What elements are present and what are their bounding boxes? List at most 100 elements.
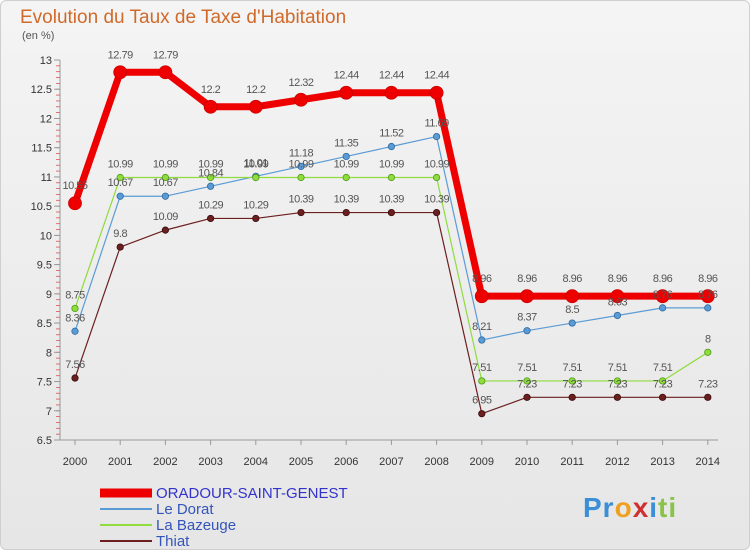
data-label: 8.5 bbox=[565, 304, 579, 316]
data-point bbox=[207, 214, 215, 223]
x-tick-label: 2013 bbox=[650, 456, 674, 468]
legend-label: La Bazeuge bbox=[156, 517, 236, 534]
data-point bbox=[203, 99, 218, 114]
data-point bbox=[658, 304, 667, 312]
data-label: 11.69 bbox=[424, 118, 449, 130]
data-point bbox=[297, 208, 305, 217]
logo-part: x bbox=[633, 492, 650, 523]
data-label: 8.96 bbox=[608, 273, 628, 285]
data-label: 8.76 bbox=[653, 289, 673, 301]
data-point bbox=[432, 208, 441, 217]
data-point bbox=[429, 85, 444, 100]
data-label: 7.51 bbox=[653, 362, 673, 374]
data-label: 10.39 bbox=[288, 194, 313, 206]
data-point bbox=[700, 289, 715, 304]
data-point bbox=[478, 377, 486, 385]
y-tick-label: 13 bbox=[40, 55, 52, 67]
data-label: 10.39 bbox=[334, 194, 359, 206]
data-label: 8.21 bbox=[472, 321, 492, 333]
data-point bbox=[71, 304, 79, 313]
data-point bbox=[387, 173, 395, 182]
data-point bbox=[161, 226, 169, 234]
data-point bbox=[116, 173, 124, 182]
data-label: 10.99 bbox=[198, 159, 223, 171]
data-point bbox=[704, 393, 712, 401]
series-layer bbox=[68, 65, 715, 418]
data-point bbox=[432, 132, 441, 141]
data-point bbox=[523, 327, 531, 335]
data-point bbox=[252, 173, 260, 182]
y-tick-label: 9.5 bbox=[37, 260, 52, 272]
logo-part: ti bbox=[658, 492, 677, 523]
y-tick-label: 9 bbox=[46, 289, 52, 301]
data-point bbox=[158, 65, 173, 80]
y-tick-label: 6.5 bbox=[37, 435, 52, 447]
data-label: 8.76 bbox=[698, 289, 718, 301]
data-label: 8.75 bbox=[65, 289, 85, 301]
data-label: 11.52 bbox=[379, 128, 404, 140]
data-label: 10.67 bbox=[153, 177, 178, 189]
data-label: 11.18 bbox=[289, 147, 314, 159]
data-point bbox=[297, 173, 305, 182]
data-point bbox=[520, 289, 534, 304]
data-point bbox=[384, 85, 399, 100]
data-label: 7.51 bbox=[608, 362, 628, 374]
chart-subtitle: (en %) bbox=[22, 30, 54, 42]
data-label: 7.23 bbox=[653, 378, 673, 390]
y-tick-label: 7.5 bbox=[37, 377, 52, 389]
y-tick-label: 10 bbox=[40, 230, 52, 242]
axes: 6.5 7 7.5 8 8.5 9 9.5 10 10.5 11 11.5 12 12.5 13 2000 2… bbox=[31, 55, 720, 468]
y-tick-label: 11.5 bbox=[31, 143, 52, 155]
x-tick-label: 2014 bbox=[696, 456, 720, 468]
data-point bbox=[613, 377, 622, 385]
data-label: 10.29 bbox=[243, 199, 268, 211]
data-label: 10.99 bbox=[153, 159, 178, 171]
data-point bbox=[71, 374, 79, 382]
data-label: 10.29 bbox=[198, 199, 223, 211]
y-tick-label: 7 bbox=[46, 406, 52, 418]
data-label: 7.23 bbox=[562, 378, 582, 390]
data-label: 10.09 bbox=[153, 211, 178, 223]
data-label: 10.99 bbox=[288, 159, 313, 171]
logo-part: i bbox=[649, 492, 658, 523]
data-point bbox=[161, 173, 169, 182]
data-point bbox=[297, 162, 305, 170]
data-label: 7.51 bbox=[517, 362, 537, 374]
data-label: 10.39 bbox=[379, 194, 404, 206]
data-point bbox=[248, 99, 263, 114]
data-label: 12.79 bbox=[108, 49, 133, 61]
data-label: 8.96 bbox=[653, 273, 673, 285]
data-label: 8.96 bbox=[698, 273, 718, 285]
data-point bbox=[655, 289, 670, 304]
data-labels: 10.55 12.79 12.79 12.2 12.2 12.32 12.44 12.44 12… bbox=[62, 49, 718, 407]
logo-part: Pr bbox=[583, 492, 615, 523]
data-label: 10.55 bbox=[62, 180, 87, 192]
data-label: 8.63 bbox=[608, 296, 628, 308]
data-point bbox=[342, 152, 350, 161]
data-point bbox=[658, 393, 667, 401]
data-point bbox=[568, 393, 576, 401]
data-point bbox=[116, 192, 124, 200]
data-point bbox=[610, 289, 625, 304]
data-point bbox=[704, 348, 712, 356]
x-tick-label: 2009 bbox=[470, 456, 494, 468]
data-label: 11.01 bbox=[244, 157, 269, 169]
data-label: 6.95 bbox=[472, 395, 492, 407]
data-point bbox=[161, 192, 169, 200]
legend-label: Thiat bbox=[156, 533, 190, 550]
x-tick-label: 2002 bbox=[153, 456, 177, 468]
data-label: 12.2 bbox=[201, 84, 221, 96]
x-tick-label: 2004 bbox=[244, 456, 268, 468]
data-label: 12.79 bbox=[153, 49, 178, 61]
data-point bbox=[658, 377, 667, 385]
data-label: 9.8 bbox=[113, 228, 127, 240]
x-tick-label: 2001 bbox=[108, 456, 132, 468]
data-label: 7.56 bbox=[65, 359, 85, 371]
data-point bbox=[71, 327, 79, 335]
y-tick-label: 8 bbox=[46, 347, 52, 359]
x-tick-label: 2005 bbox=[289, 456, 313, 468]
x-tick-label: 2006 bbox=[334, 456, 358, 468]
y-tick-label: 12 bbox=[40, 113, 52, 125]
